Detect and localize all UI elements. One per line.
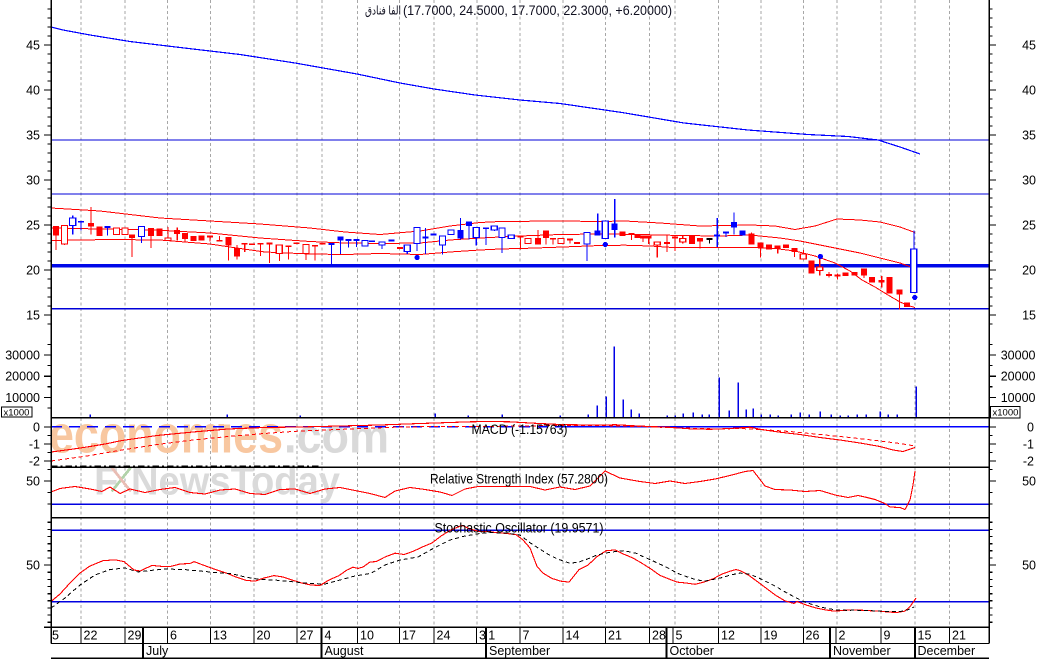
svg-text:MACD (-1.15763): MACD (-1.15763) [472,422,568,437]
svg-text:15: 15 [1022,308,1036,322]
svg-text:x1000: x1000 [993,408,1019,419]
svg-text:40: 40 [26,83,40,97]
svg-text:15: 15 [918,629,932,643]
svg-text:19: 19 [764,629,778,643]
svg-text:0: 0 [33,421,40,435]
svg-text:September: September [489,644,550,658]
svg-text:45: 45 [26,38,40,52]
svg-text:40: 40 [1022,83,1036,97]
svg-text:-2: -2 [29,455,40,469]
svg-text:.com: .com [284,411,389,464]
svg-text:6: 6 [170,629,177,643]
svg-text:12: 12 [721,629,735,643]
svg-text:10000: 10000 [1001,391,1036,405]
svg-text:October: October [670,644,714,658]
svg-text:-1: -1 [29,438,40,452]
svg-text:30: 30 [26,173,40,187]
svg-text:45: 45 [1022,38,1036,52]
svg-text:5: 5 [52,629,59,643]
svg-text:17: 17 [402,629,416,643]
svg-text:20: 20 [1022,263,1036,277]
svg-text:November: November [833,644,891,658]
svg-text:35: 35 [26,128,40,142]
svg-text:50: 50 [26,559,40,573]
svg-text:28: 28 [652,629,666,643]
svg-text:22: 22 [84,629,98,643]
svg-text:20000: 20000 [1001,370,1036,384]
svg-text:15: 15 [26,308,40,322]
svg-text:-2: -2 [1023,455,1034,469]
svg-text:27: 27 [300,629,314,643]
svg-text:50: 50 [1022,475,1036,489]
svg-text:26: 26 [806,629,820,643]
svg-text:1: 1 [488,629,495,643]
svg-text:30000: 30000 [5,349,40,363]
svg-text:-1: -1 [1023,438,1034,452]
svg-text:5: 5 [676,629,683,643]
svg-text:10: 10 [360,629,374,643]
svg-text:13: 13 [213,629,227,643]
svg-text:الفا فنادق: الفا فنادق [365,4,401,18]
svg-text:25: 25 [1022,218,1036,232]
svg-text:50: 50 [1022,559,1036,573]
svg-text:29: 29 [128,629,142,643]
svg-text:14: 14 [566,629,580,643]
svg-text:30: 30 [1022,173,1036,187]
svg-text:4: 4 [325,629,332,643]
svg-text:21: 21 [608,629,622,643]
svg-text:10000: 10000 [5,391,40,405]
svg-text:7: 7 [523,629,530,643]
svg-text:x1000: x1000 [4,407,30,418]
svg-text:2: 2 [839,629,846,643]
svg-text:20: 20 [26,263,40,277]
svg-text:50: 50 [26,475,40,489]
svg-text:December: December [918,644,976,658]
svg-text:24: 24 [437,629,451,643]
svg-text:(17.7000, 24.5000, 17.7000, 22: (17.7000, 24.5000, 17.7000, 22.3000, +6.… [403,3,672,18]
svg-text:Stochastic Oscillator (19.9571: Stochastic Oscillator (19.9571) [435,521,604,536]
svg-text:3: 3 [479,629,486,643]
svg-text:20: 20 [257,629,271,643]
svg-text:July: July [146,644,169,658]
svg-text:0: 0 [1027,421,1034,435]
svg-text:30000: 30000 [1001,349,1036,363]
svg-text:21: 21 [952,629,966,643]
svg-text:9: 9 [884,629,891,643]
svg-text:35: 35 [1022,128,1036,142]
svg-text:Relative Strength Index (57.28: Relative Strength Index (57.2800) [430,472,608,487]
svg-text:August: August [325,644,364,658]
svg-text:25: 25 [26,218,40,232]
svg-text:20000: 20000 [5,370,40,384]
